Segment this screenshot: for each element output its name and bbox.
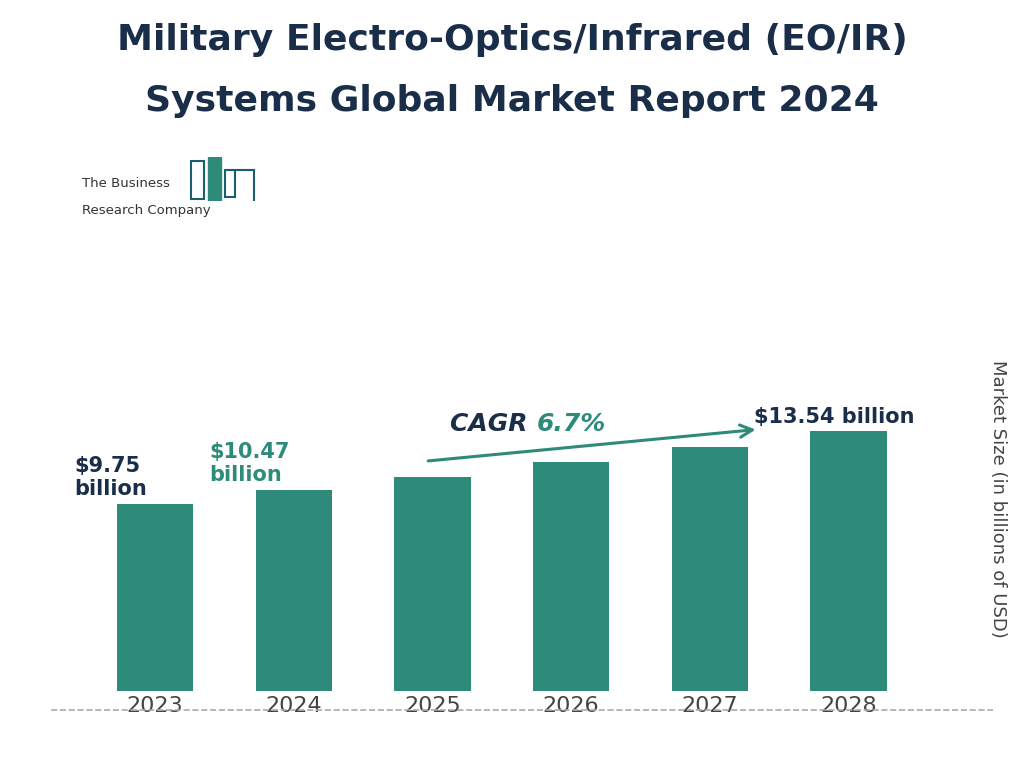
Text: Military Electro-Optics/Infrared (EO/IR): Military Electro-Optics/Infrared (EO/IR) <box>117 23 907 57</box>
Bar <box>810 432 887 691</box>
Text: $13.54 billion: $13.54 billion <box>755 407 915 428</box>
Bar <box>208 157 221 201</box>
Text: $10.47
billion: $10.47 billion <box>209 442 290 485</box>
Bar <box>225 170 236 197</box>
Bar <box>190 161 204 199</box>
Text: Research Company: Research Company <box>82 204 211 217</box>
Text: Systems Global Market Report 2024: Systems Global Market Report 2024 <box>145 84 879 118</box>
Text: The Business: The Business <box>82 177 170 190</box>
Bar <box>532 462 609 691</box>
Bar <box>394 476 471 691</box>
Bar <box>256 490 332 691</box>
Text: $9.75
billion: $9.75 billion <box>74 456 146 499</box>
Text: CAGR: CAGR <box>451 412 537 435</box>
Bar <box>117 504 194 691</box>
Text: 6.7%: 6.7% <box>537 412 605 435</box>
Bar <box>672 447 748 691</box>
Text: Market Size (in billions of USD): Market Size (in billions of USD) <box>989 360 1008 638</box>
